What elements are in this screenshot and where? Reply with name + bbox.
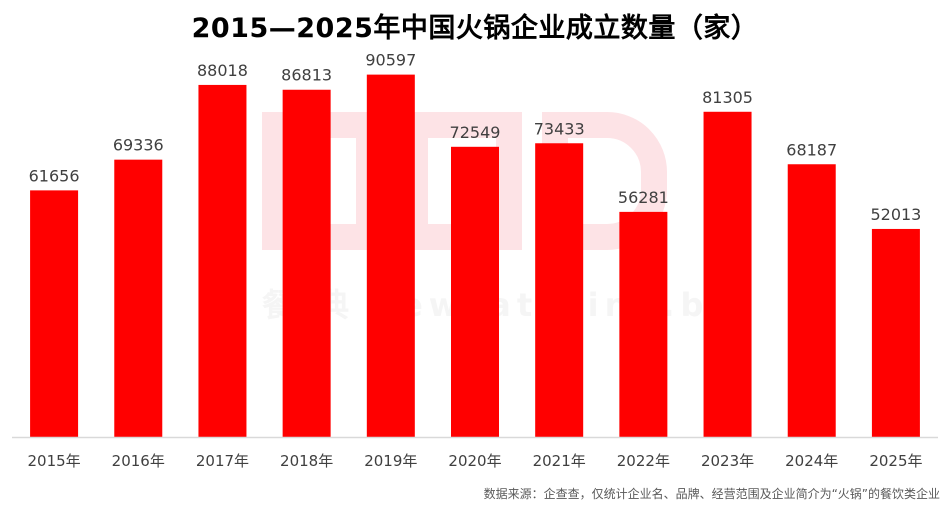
x-tick-label: 2021年 [533, 452, 586, 470]
x-tick-label: 2022年 [617, 452, 670, 470]
bar-2021年 [535, 143, 584, 437]
value-label: 72549 [450, 123, 501, 142]
value-label: 81305 [702, 88, 753, 107]
x-tick-label: 2023年 [701, 452, 754, 470]
value-label: 86813 [281, 66, 332, 85]
value-label: 90597 [365, 51, 416, 70]
bar-2017年 [198, 84, 247, 437]
x-tick-label: 2018年 [280, 452, 333, 470]
value-label: 52013 [870, 205, 921, 224]
bar-2023年 [703, 111, 752, 437]
x-tick-label: 2016年 [112, 452, 165, 470]
value-label: 88018 [197, 61, 248, 80]
value-label: 61656 [29, 166, 80, 185]
bar-2020年 [451, 146, 499, 437]
bar-2015年 [30, 190, 79, 437]
bar-2016年 [114, 159, 163, 437]
x-tick-label: 2017年 [196, 452, 249, 470]
data-source-note: 数据来源：企查查，仅统计企业名、品牌、经营范围及企业简介为“火锅”的餐饮类企业 [483, 487, 940, 501]
value-label: 69336 [113, 136, 164, 155]
bar-2025年 [871, 228, 920, 437]
x-tick-label: 2019年 [364, 452, 417, 470]
bar-2022年 [619, 211, 668, 437]
bar-2018年 [282, 89, 331, 438]
value-label: 73433 [534, 119, 585, 138]
x-tick-label: 2015年 [27, 452, 80, 470]
bar-2024年 [787, 164, 836, 437]
x-tick-label: 2024年 [785, 452, 838, 470]
x-tick-label: 2020年 [448, 452, 501, 470]
bar-2019年 [366, 74, 415, 437]
chart-title: 2015—2025年中国火锅企业成立数量（家） [191, 13, 759, 44]
value-label: 68187 [786, 140, 837, 159]
x-tick-label: 2025年 [869, 452, 922, 470]
value-label: 56281 [618, 188, 669, 207]
